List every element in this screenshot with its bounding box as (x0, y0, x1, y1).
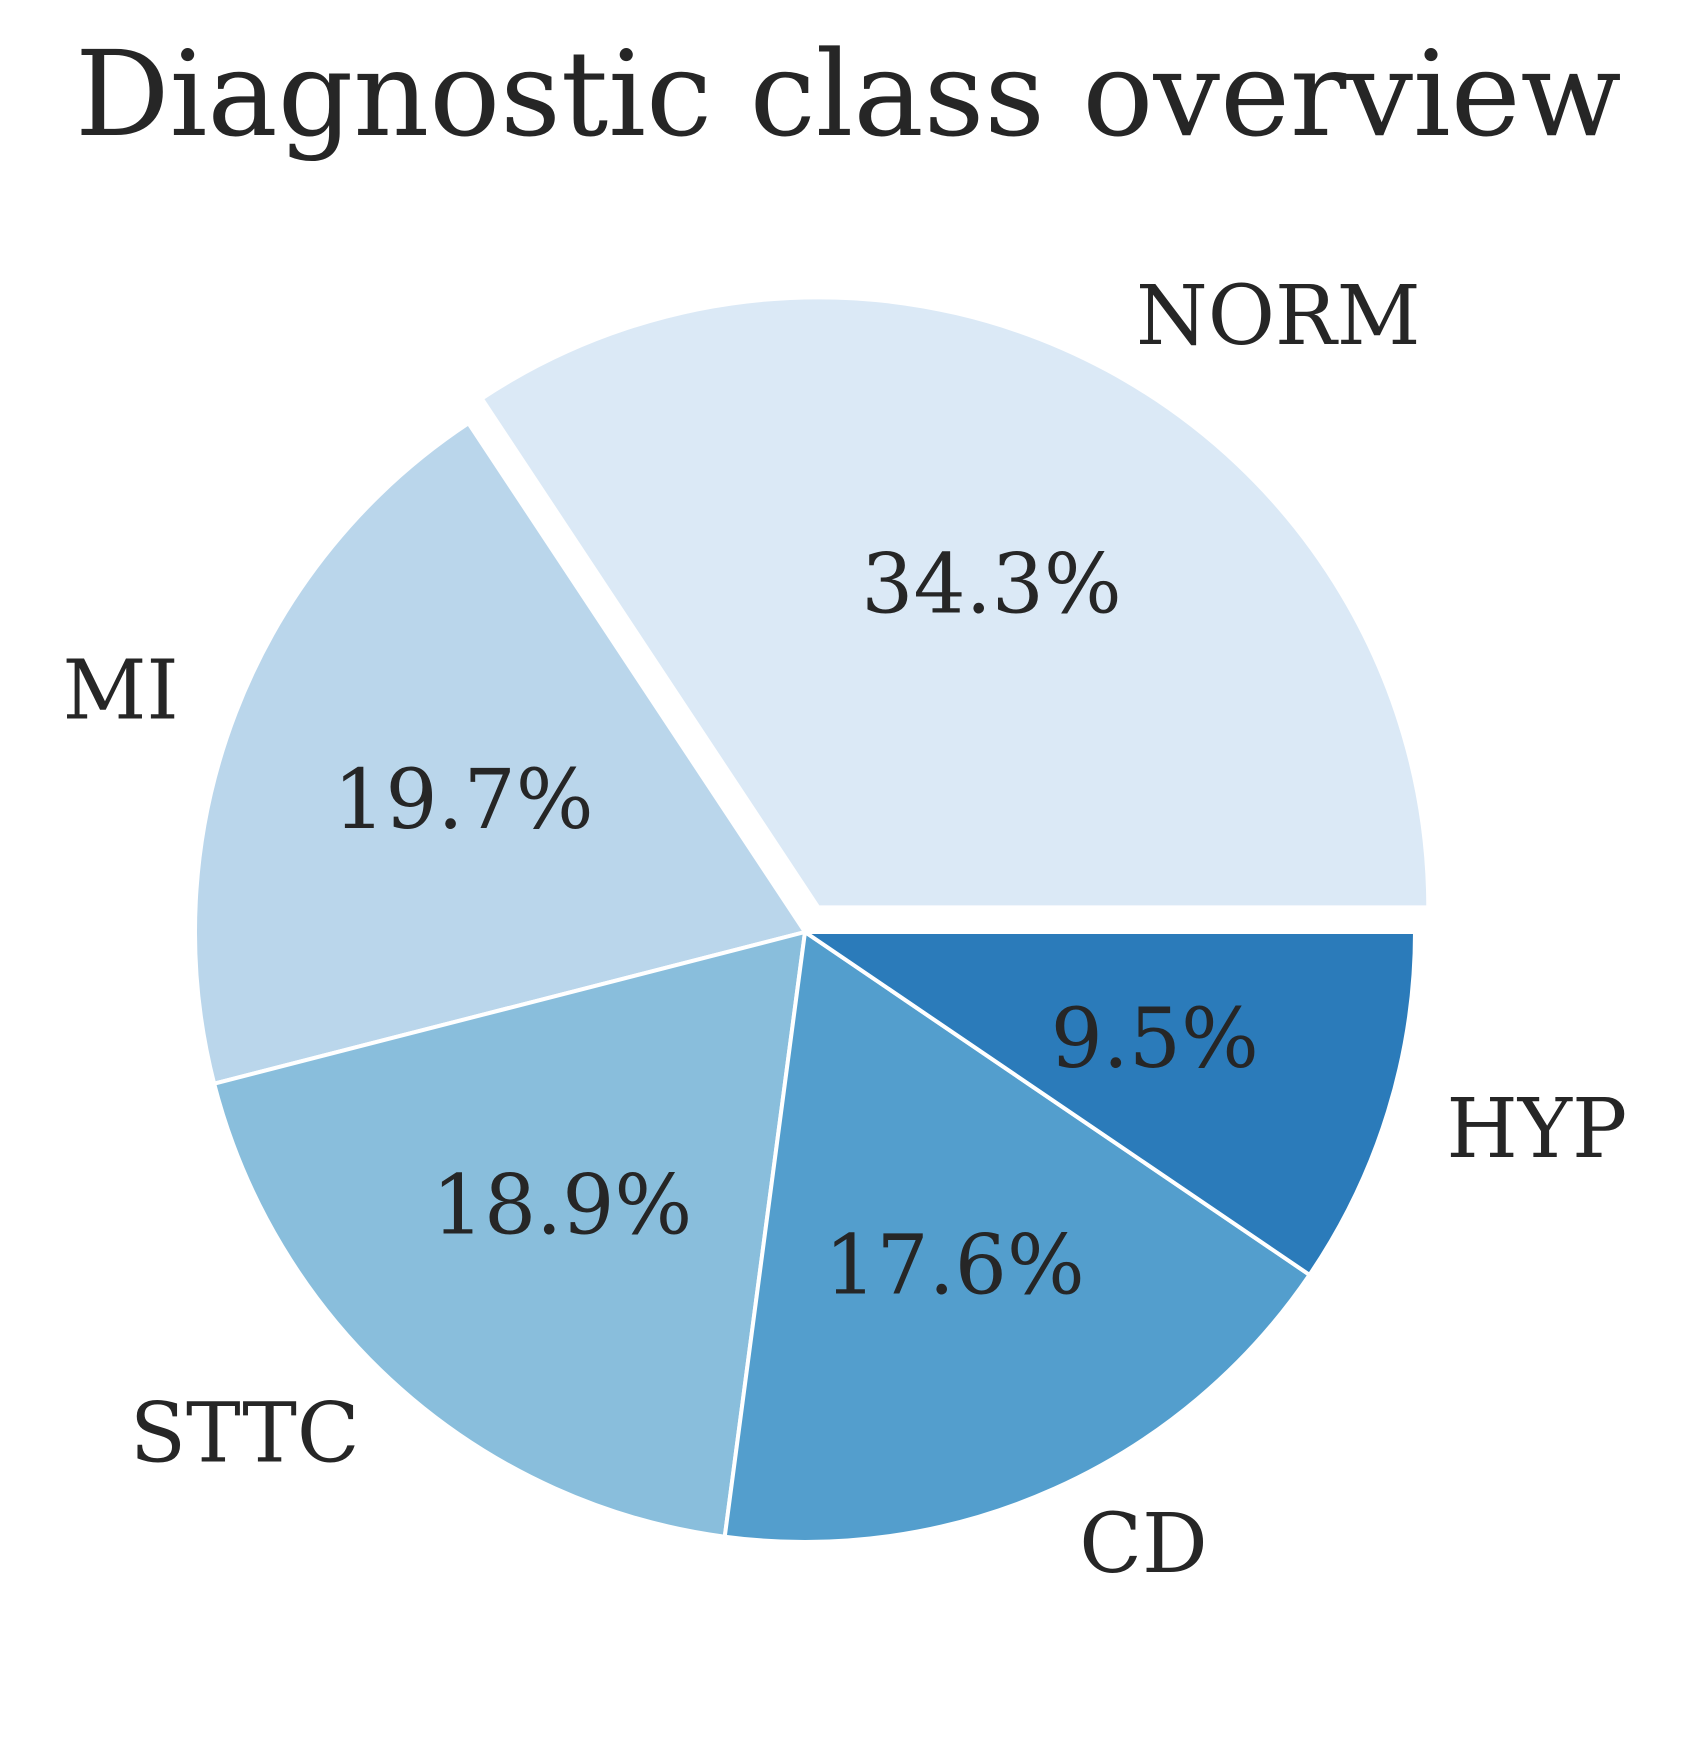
slice-label-sttc: STTC (130, 1386, 360, 1481)
pie-slices (193, 295, 1431, 1545)
pie-labels: 34.3% NORM 19.7% MI 18.9% STTC 17.6% CD 9.5% HYP (62, 269, 1627, 1592)
slice-label-cd: CD (1079, 1497, 1208, 1592)
slice-label-hyp: HYP (1446, 1082, 1627, 1177)
pct-label-norm: 34.3% (861, 537, 1122, 632)
pct-label-cd: 17.6% (824, 1219, 1085, 1314)
chart-title: Diagnostic class overview (75, 25, 1622, 163)
pct-label-mi: 19.7% (333, 753, 594, 848)
pct-label-hyp: 9.5% (1051, 992, 1259, 1087)
slice-label-norm: NORM (1136, 269, 1421, 364)
pie-slice-hyp (803, 930, 1417, 1277)
pie-slice-norm (479, 295, 1431, 910)
pct-label-sttc: 18.9% (432, 1158, 693, 1253)
pie-slice-sttc (212, 930, 807, 1539)
pie-slice-mi (193, 421, 807, 1086)
pie-slice-cd (722, 930, 1312, 1545)
slice-label-mi: MI (62, 643, 178, 738)
